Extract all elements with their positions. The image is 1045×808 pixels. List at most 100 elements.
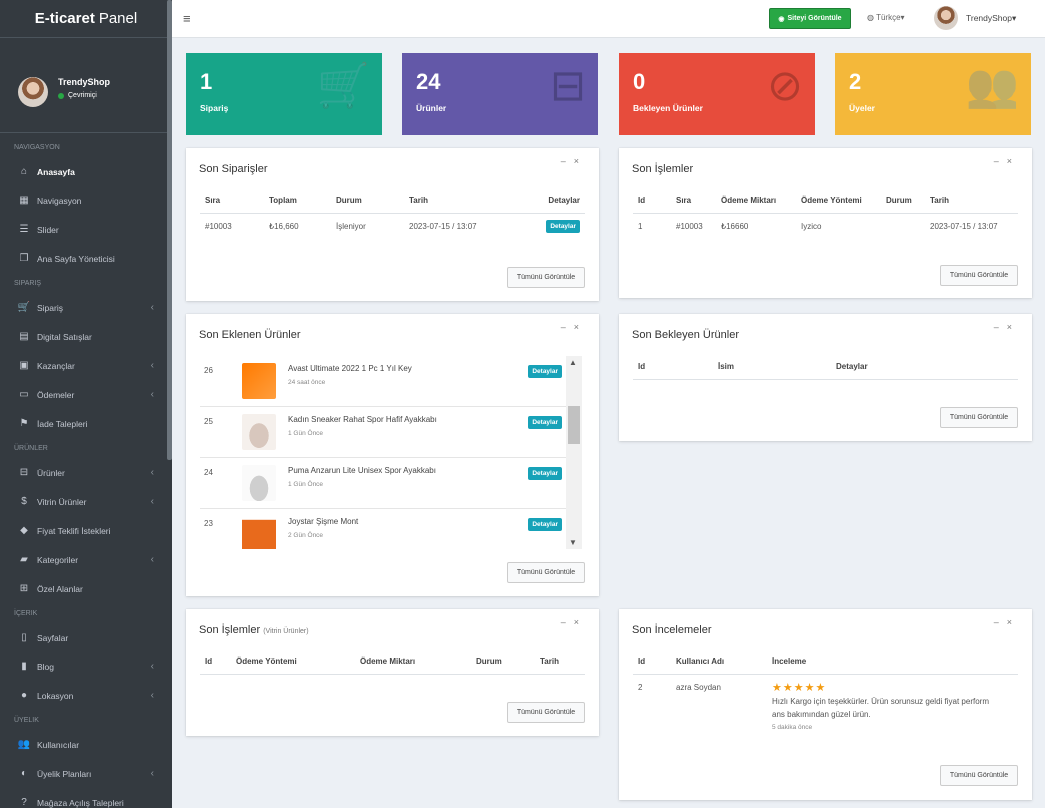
pending-products-table: Id İsim Detaylar <box>633 355 1018 380</box>
chevron-left-icon: ‹ <box>150 467 154 478</box>
chevron-left-icon: ‹ <box>150 661 154 672</box>
details-button[interactable]: Detaylar <box>528 365 562 378</box>
pending-products-card: Son Bekleyen Ürünler –× Id İsim Detaylar… <box>619 314 1032 441</box>
close-icon[interactable]: × <box>1006 156 1020 166</box>
transactions-table: Id Sıra Ödeme Miktarı Ödeme Yöntemi Duru… <box>633 189 1018 239</box>
sidebar-user-panel[interactable]: TrendyShop Çevrimiçi <box>0 38 172 133</box>
showcase-transactions-card: Son İşlemler (Vitrin Ürünler) –× Id Ödem… <box>186 609 599 736</box>
close-icon[interactable]: × <box>1006 322 1020 332</box>
chevron-left-icon: ‹ <box>150 690 154 701</box>
sidebar-item-orders[interactable]: 🛒 Sipariş ‹ <box>17 302 154 313</box>
sidebar-item-pages[interactable]: ▯ Sayfalar <box>0 623 172 652</box>
dollar-icon: $ <box>21 496 27 507</box>
close-icon[interactable]: × <box>1006 617 1020 627</box>
user-dropdown[interactable]: TrendyShop ▾ <box>934 6 1016 30</box>
scroll-thumb[interactable] <box>568 406 580 444</box>
product-name[interactable]: Puma Anzarun Lite Unisex Spor Ayakkabı <box>288 466 436 475</box>
stat-value: 2 <box>849 69 862 94</box>
sidebar-item-store-requests[interactable]: ? Mağaza Açılış Talepleri <box>0 788 172 808</box>
view-all-button[interactable]: Tümünü Görüntüle <box>507 562 585 583</box>
sidebar-item-slider[interactable]: ☰ Slider <box>0 215 172 244</box>
product-name[interactable]: Kadın Sneaker Rahat Spor Hafif Ayakkabı <box>288 415 437 424</box>
card-title: Son Eklenen Ürünler <box>199 329 301 341</box>
details-button[interactable]: Detaylar <box>528 518 562 531</box>
recent-products-card: Son Eklenen Ürünler –× 26 Avast Ultimate… <box>186 314 599 596</box>
details-button[interactable]: Detaylar <box>546 219 580 233</box>
sidebar-item-products[interactable]: ⊟ Ürünler ‹ <box>0 458 172 487</box>
scroll-up-icon[interactable]: ▲ <box>569 358 577 367</box>
sidebar-item-users[interactable]: 👥 Kullanıcılar <box>17 739 80 750</box>
review-text: Hızlı Kargo için teşekkürler. Ürün sorun… <box>772 696 989 706</box>
sidebar-item-membership-plans[interactable]: ◐ Üyelik Planları ‹ <box>0 759 172 788</box>
sidebar-item-homepage-manager[interactable]: ❐ Ana Sayfa Yöneticisi <box>0 244 172 273</box>
sidebar-item-navigation[interactable]: ▦ Navigasyon <box>0 186 172 215</box>
sidebar-scrollbar[interactable] <box>167 0 172 460</box>
nav-header-content: İÇERIK <box>14 609 38 617</box>
nav-header-navigation: NAVIGASYON <box>14 143 60 151</box>
sidebar-item-digital-sales[interactable]: ▤ Digital Satışlar <box>0 322 172 351</box>
stat-label: Bekleyen Ürünler <box>633 103 703 113</box>
product-name[interactable]: Avast Ultimate 2022 1 Pc 1 Yıl Key <box>288 364 412 373</box>
details-button[interactable]: Detaylar <box>528 416 562 429</box>
sidebar-item-blog[interactable]: ▮ Blog ‹ <box>0 652 172 681</box>
view-all-button[interactable]: Tümünü Görüntüle <box>940 407 1018 428</box>
brand-logo[interactable]: E-ticaret Panel <box>0 0 172 38</box>
recent-transactions-card: Son İşlemler –× Id Sıra Ödeme Miktarı Öd… <box>619 148 1032 298</box>
minimize-icon[interactable]: – <box>993 156 1007 166</box>
map-marker-icon: ● <box>20 690 28 701</box>
stat-label: Ürünler <box>416 103 447 113</box>
stat-card-orders[interactable]: 1 Sipariş 🛒 <box>186 53 382 135</box>
product-image <box>242 516 276 549</box>
language-dropdown[interactable]: ◍ Türkçe▾ <box>867 13 905 22</box>
credit-card-icon: ▭ <box>19 389 29 400</box>
card-title: Son Siparişler <box>199 163 268 175</box>
hamburger-menu-icon[interactable]: ≡ <box>183 11 191 26</box>
sidebar-user-name: TrendyShop <box>58 77 111 87</box>
view-all-button[interactable]: Tümünü Görüntüle <box>940 265 1018 286</box>
sidebar-item-home[interactable]: ⌂ Anasayfa <box>0 157 172 186</box>
product-image <box>242 363 276 399</box>
users-icon: 👥 <box>17 739 31 750</box>
products-scrollbar[interactable]: ▲ ▼ <box>566 356 582 549</box>
reviews-card: Son İncelemeler –× Id Kullanıcı Adı İnce… <box>619 609 1032 800</box>
view-all-button[interactable]: Tümünü Görüntüle <box>507 267 585 288</box>
stat-card-pending-products[interactable]: 0 Bekleyen Ürünler ⊘ <box>619 53 815 135</box>
user-status: Çevrimiçi <box>68 92 97 99</box>
minimize-icon[interactable]: – <box>993 322 1007 332</box>
sidebar-item-earnings[interactable]: ▣ Kazançlar ‹ <box>0 351 172 380</box>
reviews-table: Id Kullanıcı Adı İnceleme 2 azra Soydan … <box>633 650 1018 731</box>
online-dot-icon <box>58 92 64 99</box>
sidebar-item-quote-requests[interactable]: ◆ Fiyat Teklifi İstekleri <box>0 516 172 545</box>
minimize-icon[interactable]: – <box>560 156 574 166</box>
stat-label: Sipariş <box>200 103 229 113</box>
home-icon: ⌂ <box>20 166 28 177</box>
recent-orders-card: Son Siparişler –× Sıra Toplam Durum Tari… <box>186 148 599 301</box>
sidebar-item-location[interactable]: ● Lokasyon ‹ <box>0 681 172 710</box>
close-icon[interactable]: × <box>573 617 587 627</box>
close-icon[interactable]: × <box>573 156 587 166</box>
stat-card-products[interactable]: 24 Ürünler ⊟ <box>402 53 598 135</box>
sidebar-item-showcase-products[interactable]: $ Vitrin Ürünler ‹ <box>0 487 172 516</box>
product-name[interactable]: Joystar Şişme Mont <box>288 517 359 526</box>
details-button[interactable]: Detaylar <box>528 467 562 480</box>
view-all-button[interactable]: Tümünü Görüntüle <box>940 765 1018 786</box>
sidebar-item-refunds[interactable]: ⚑ İade Talepleri <box>0 409 172 438</box>
view-all-button[interactable]: Tümünü Görüntüle <box>507 702 585 723</box>
stat-card-members[interactable]: 2 Üyeler 👥 <box>835 53 1031 135</box>
products-list[interactable]: 26 Avast Ultimate 2022 1 Pc 1 Yıl Key 24… <box>200 356 582 549</box>
close-icon[interactable]: × <box>573 322 587 332</box>
view-site-button[interactable]: ◉ Siteyi Görüntüle <box>769 8 851 29</box>
card-title: Son İncelemeler <box>632 624 712 636</box>
scroll-down-icon[interactable]: ▼ <box>569 538 577 547</box>
minimize-icon[interactable]: – <box>560 617 574 627</box>
sidebar-item-categories[interactable]: ▰ Kategoriler ‹ <box>0 545 172 574</box>
sidebar-item-payments[interactable]: ▭ Ödemeler ‹ <box>0 380 172 409</box>
eye-slash-icon: ⊘ <box>766 62 803 110</box>
grid-icon: ▦ <box>19 195 29 206</box>
nav-header-products: ÜRÜNLER <box>14 444 48 452</box>
book-icon: ▮ <box>21 661 27 672</box>
minimize-icon[interactable]: – <box>560 322 574 332</box>
list-item: 26 Avast Ultimate 2022 1 Pc 1 Yıl Key 24… <box>200 356 566 407</box>
minimize-icon[interactable]: – <box>993 617 1007 627</box>
sidebar-item-custom-fields[interactable]: ⊞ Özel Alanlar <box>0 574 172 603</box>
